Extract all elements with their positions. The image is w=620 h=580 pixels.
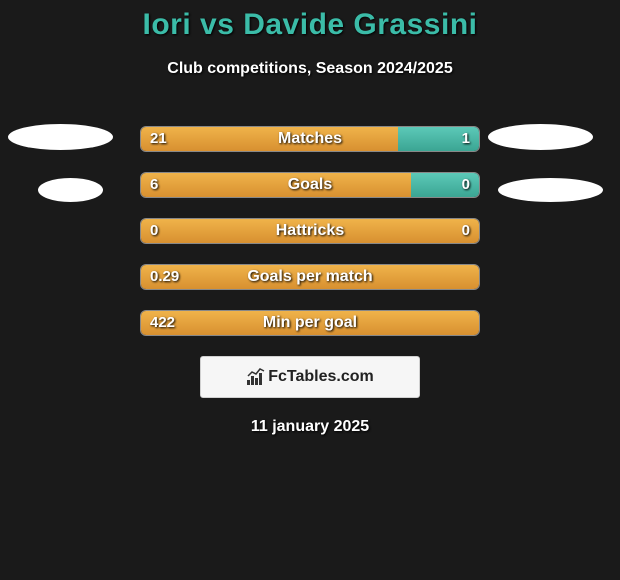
bar-segment-left [141,311,479,335]
page-subtitle: Club competitions, Season 2024/2025 [0,60,620,78]
date-label: 11 january 2025 [0,418,620,436]
stat-row: Goals per match0.29 [0,264,620,290]
bar-segment-left [141,219,479,243]
bar-segment-right [398,127,479,151]
comparison-infographic: Iori vs Davide Grassini Club competition… [0,0,620,436]
stat-row: Hattricks00 [0,218,620,244]
page-title: Iori vs Davide Grassini [0,8,620,42]
bars-area: Matches211Goals60Hattricks00Goals per ma… [0,126,620,336]
logo-box: FcTables.com [200,356,420,398]
bar-segment-left [141,265,479,289]
ellipse-placeholder [8,124,113,150]
logo-text: FcTables.com [268,368,374,386]
stat-row: Min per goal422 [0,310,620,336]
chart-icon [246,368,266,386]
ellipse-placeholder [488,124,593,150]
bar-segment-right [411,173,479,197]
bar-track [140,126,480,152]
bar-track [140,264,480,290]
ellipse-placeholder [38,178,103,202]
bar-track [140,310,480,336]
bar-segment-left [141,173,411,197]
ellipse-placeholder [498,178,603,202]
bar-segment-left [141,127,398,151]
logo: FcTables.com [246,368,374,386]
bar-track [140,172,480,198]
bar-track [140,218,480,244]
